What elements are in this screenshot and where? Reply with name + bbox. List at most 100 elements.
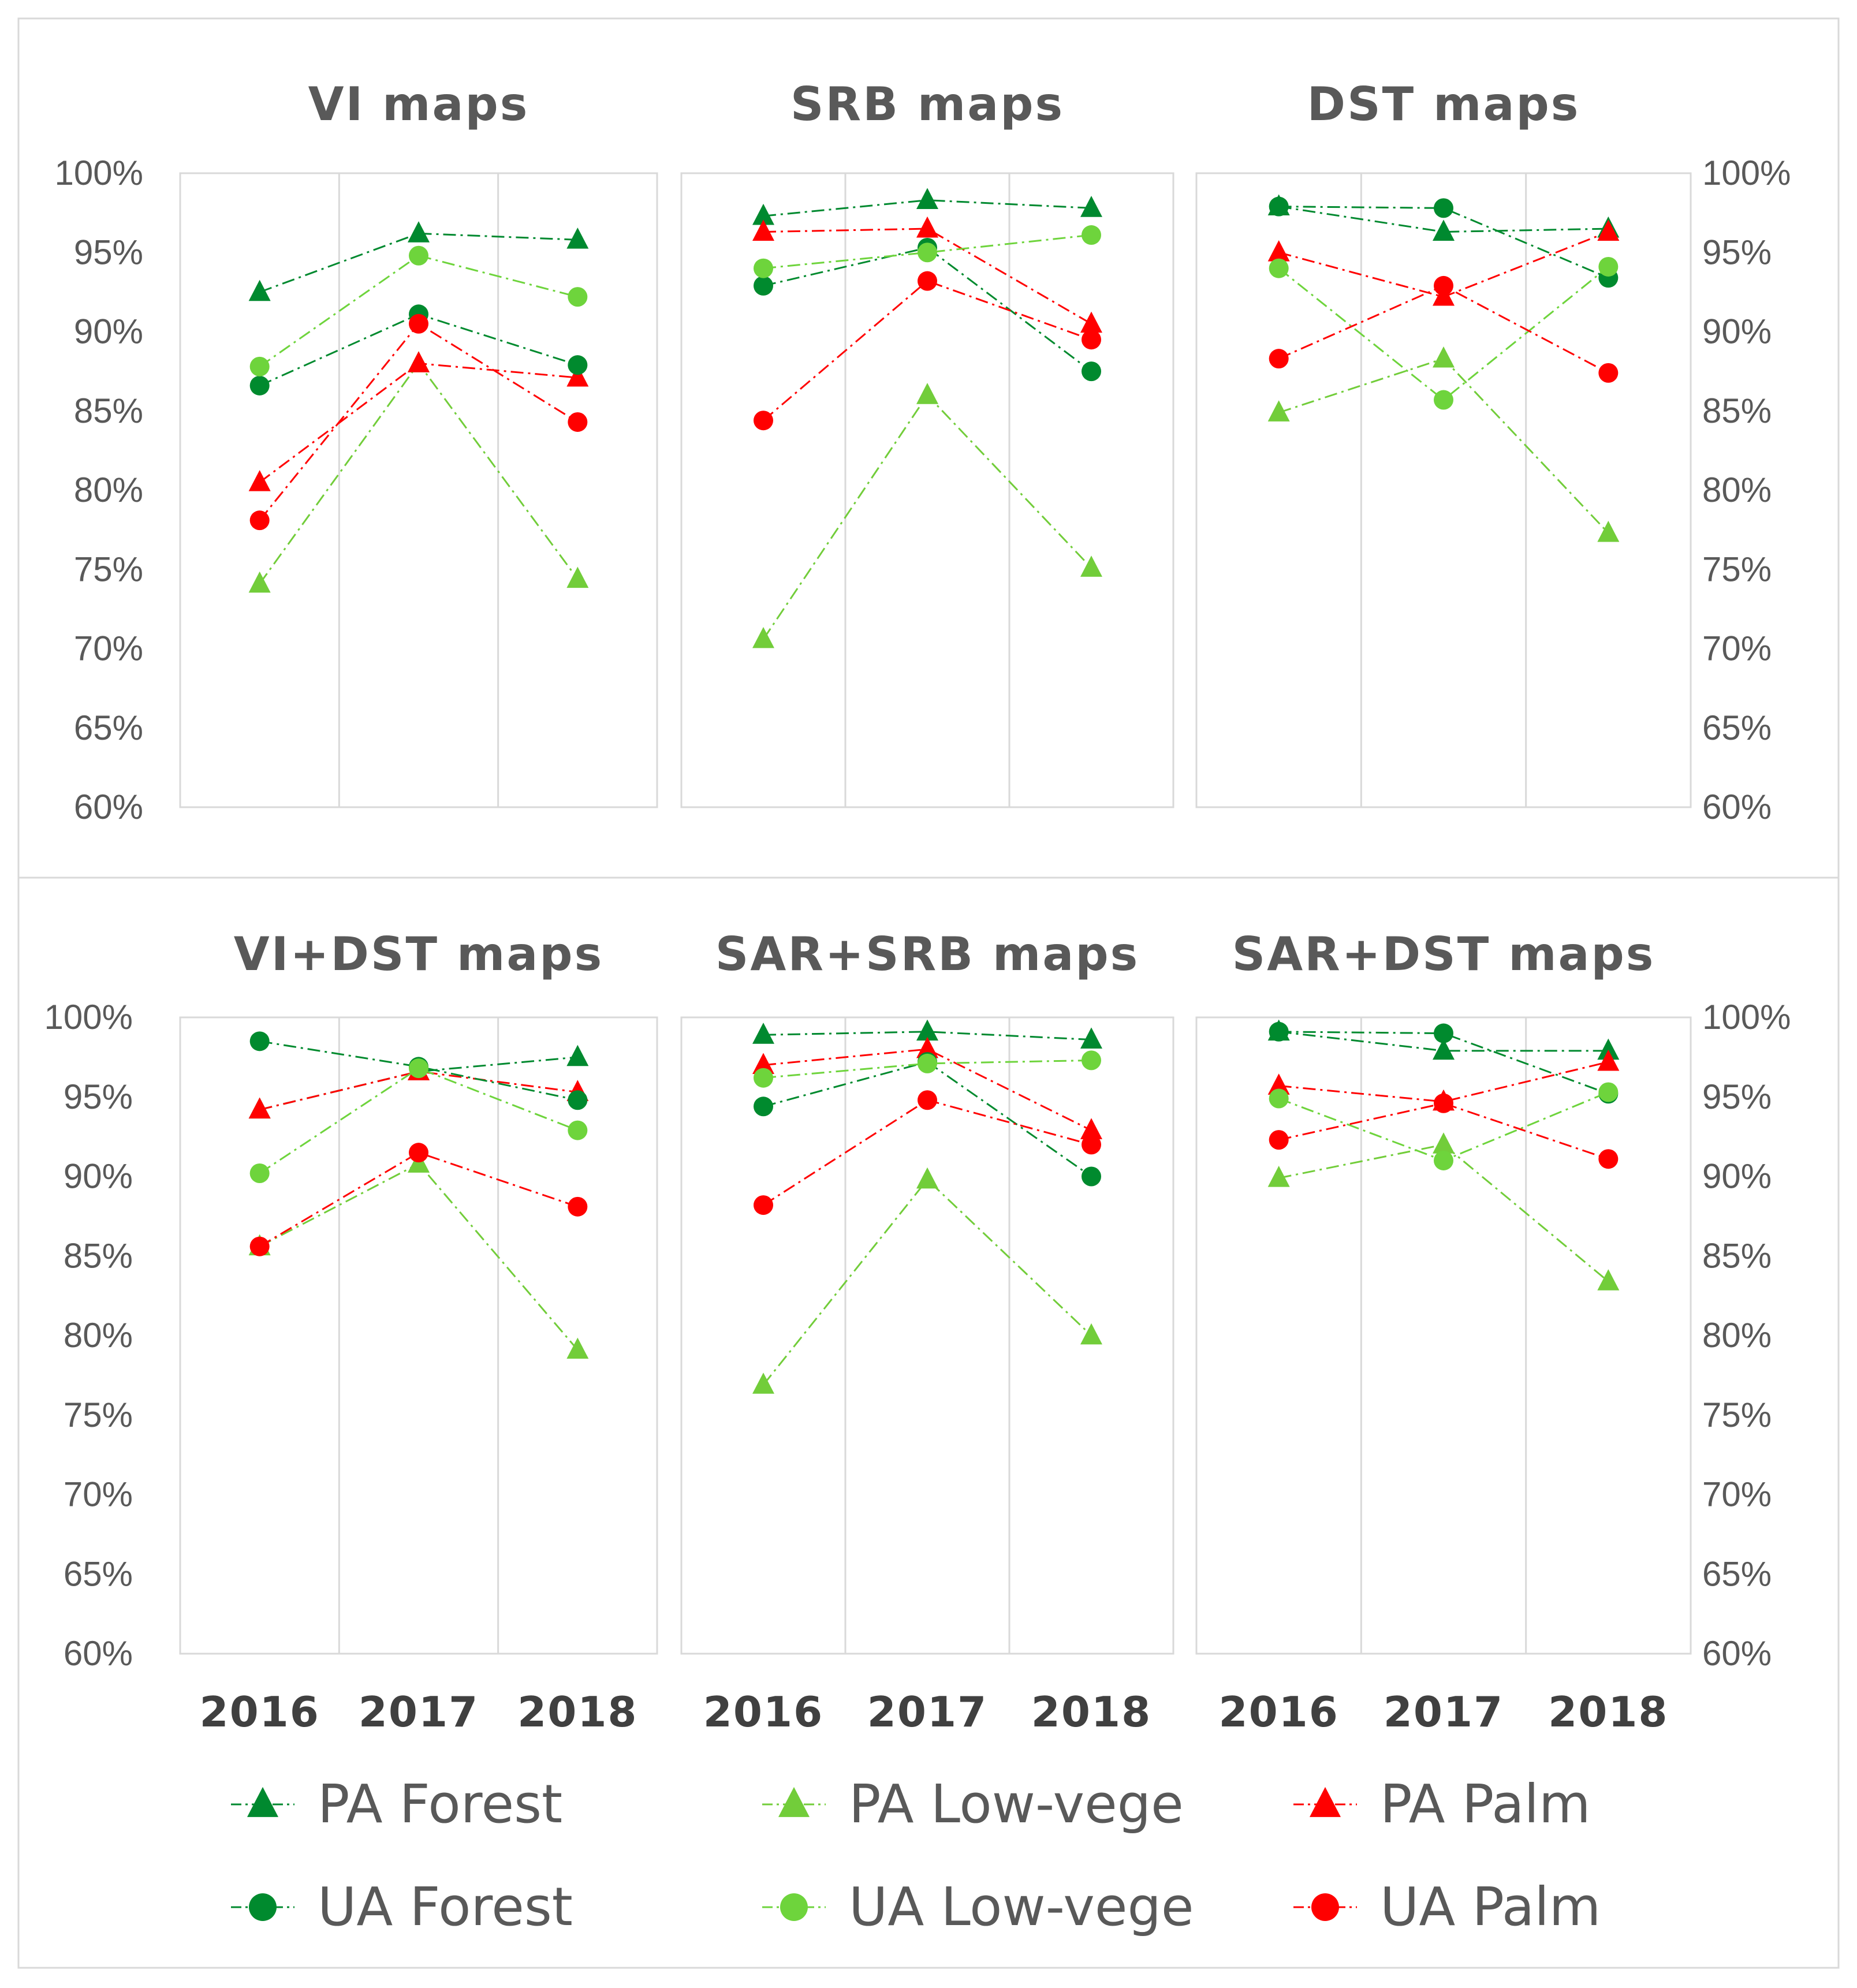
chart-title: DST maps xyxy=(1307,77,1580,131)
data-point xyxy=(409,1143,428,1163)
plot-area xyxy=(680,1016,1174,1655)
data-point xyxy=(1082,1166,1101,1187)
y-tick-label-right: 85% xyxy=(1702,391,1772,430)
y-tick-label-right: 65% xyxy=(1702,708,1772,747)
x-tick-label: 2017 xyxy=(359,1688,479,1736)
y-tick-label-left: 85% xyxy=(74,391,143,430)
plot-area xyxy=(1195,172,1692,808)
data-point xyxy=(1269,1021,1289,1042)
y-tick-label-right: 70% xyxy=(1702,629,1772,668)
outer-frame xyxy=(17,17,1840,1969)
data-point xyxy=(1598,1082,1619,1102)
data-point xyxy=(248,1097,271,1119)
series-pa-forest xyxy=(248,1045,589,1119)
data-point xyxy=(1082,1050,1101,1071)
data-point xyxy=(409,314,428,334)
data-point xyxy=(754,1068,773,1088)
y-tick-label-left: 70% xyxy=(64,1475,133,1514)
series-ua-forest xyxy=(1269,196,1619,288)
legend-item-ua-low-vege: UA Low-vege xyxy=(762,1876,1194,1938)
chart-title: VI+DST maps xyxy=(234,927,603,981)
legend-marker-icon xyxy=(1311,1893,1339,1921)
plot-area xyxy=(179,1016,658,1655)
data-point xyxy=(1080,1323,1102,1345)
data-point xyxy=(1434,390,1453,410)
data-point xyxy=(1269,258,1289,278)
y-tick-label-right: 95% xyxy=(1702,233,1772,271)
y-tick-label-right: 100% xyxy=(1702,154,1791,192)
y-tick-label-left: 75% xyxy=(64,1396,133,1434)
plot-area xyxy=(680,172,1174,808)
data-point xyxy=(754,411,773,431)
data-point xyxy=(752,203,774,225)
x-tick-label: 2017 xyxy=(1384,1688,1504,1736)
y-tick-label-right: 65% xyxy=(1702,1554,1772,1593)
data-point xyxy=(916,1036,938,1058)
series-line xyxy=(1278,206,1609,233)
series-line xyxy=(1278,1031,1609,1052)
data-point xyxy=(566,1337,589,1359)
data-point xyxy=(916,216,938,238)
legend-marker-icon xyxy=(780,1893,808,1921)
y-tick-label-right: 90% xyxy=(1702,312,1772,351)
y-tick-label-right: 60% xyxy=(1702,1634,1772,1673)
data-point xyxy=(1433,1038,1455,1060)
y-tick-label-left: 60% xyxy=(64,1634,133,1673)
data-point xyxy=(566,566,589,588)
y-tick-label-left: 95% xyxy=(74,233,143,271)
series-ua-palm xyxy=(249,1143,588,1256)
y-tick-label-left: 65% xyxy=(74,708,143,747)
data-point xyxy=(1433,346,1455,368)
series-pa-low-vege xyxy=(752,383,1102,648)
chart-panel-sar-srb-maps: SAR+SRB maps 2016 2017 2018 xyxy=(680,927,1174,1736)
data-point xyxy=(1269,1130,1289,1150)
data-point xyxy=(1269,1088,1289,1109)
chart-title: SAR+SRB maps xyxy=(715,927,1139,981)
series-line xyxy=(763,247,1092,372)
y-tick-label-right: 95% xyxy=(1702,1077,1772,1116)
legend-label: PA Palm xyxy=(1380,1773,1591,1835)
series-line xyxy=(1278,1143,1609,1282)
y-tick-label-left: 85% xyxy=(64,1236,133,1275)
series-line xyxy=(1278,1061,1609,1103)
data-point xyxy=(752,1023,774,1044)
y-tick-label-right: 60% xyxy=(1702,788,1772,826)
data-point xyxy=(1080,1027,1102,1049)
series-line xyxy=(259,1151,578,1248)
y-tick-label-right: 75% xyxy=(1702,550,1772,588)
y-tick-label-left: 65% xyxy=(64,1554,133,1593)
series-pa-palm xyxy=(752,216,1102,333)
data-point xyxy=(408,351,430,372)
y-tick-label-left: 80% xyxy=(74,471,143,509)
y-tick-label-left: 90% xyxy=(74,312,143,351)
data-point xyxy=(1434,1150,1453,1170)
data-point xyxy=(566,365,589,387)
series-line xyxy=(259,255,578,368)
data-point xyxy=(1597,219,1620,241)
data-point xyxy=(248,571,271,593)
plot-area xyxy=(1195,1016,1692,1655)
data-point xyxy=(1080,311,1102,333)
data-point xyxy=(754,275,773,296)
y-tick-label-right: 80% xyxy=(1702,471,1772,509)
y-tick-label-left: 100% xyxy=(44,998,133,1036)
series-pa-palm xyxy=(752,1036,1102,1139)
data-point xyxy=(754,1096,773,1117)
series-line xyxy=(259,362,578,483)
data-point xyxy=(754,258,773,278)
data-point xyxy=(1082,330,1101,350)
series-pa-forest xyxy=(752,1019,1102,1049)
data-point xyxy=(918,1053,937,1073)
legend-item-pa-low-vege: PA Low-vege xyxy=(762,1773,1184,1835)
data-point xyxy=(916,383,938,404)
legend-marker-icon xyxy=(1310,1786,1341,1817)
data-point xyxy=(566,227,589,249)
data-point xyxy=(568,412,588,432)
series-pa-low-vege xyxy=(248,1151,589,1359)
x-tick-label: 2016 xyxy=(1218,1688,1338,1736)
data-point xyxy=(568,1090,588,1110)
plot-area xyxy=(179,172,658,808)
x-tick-label: 2018 xyxy=(1548,1688,1668,1736)
legend-label: UA Palm xyxy=(1380,1876,1601,1938)
data-point xyxy=(1597,1038,1620,1060)
